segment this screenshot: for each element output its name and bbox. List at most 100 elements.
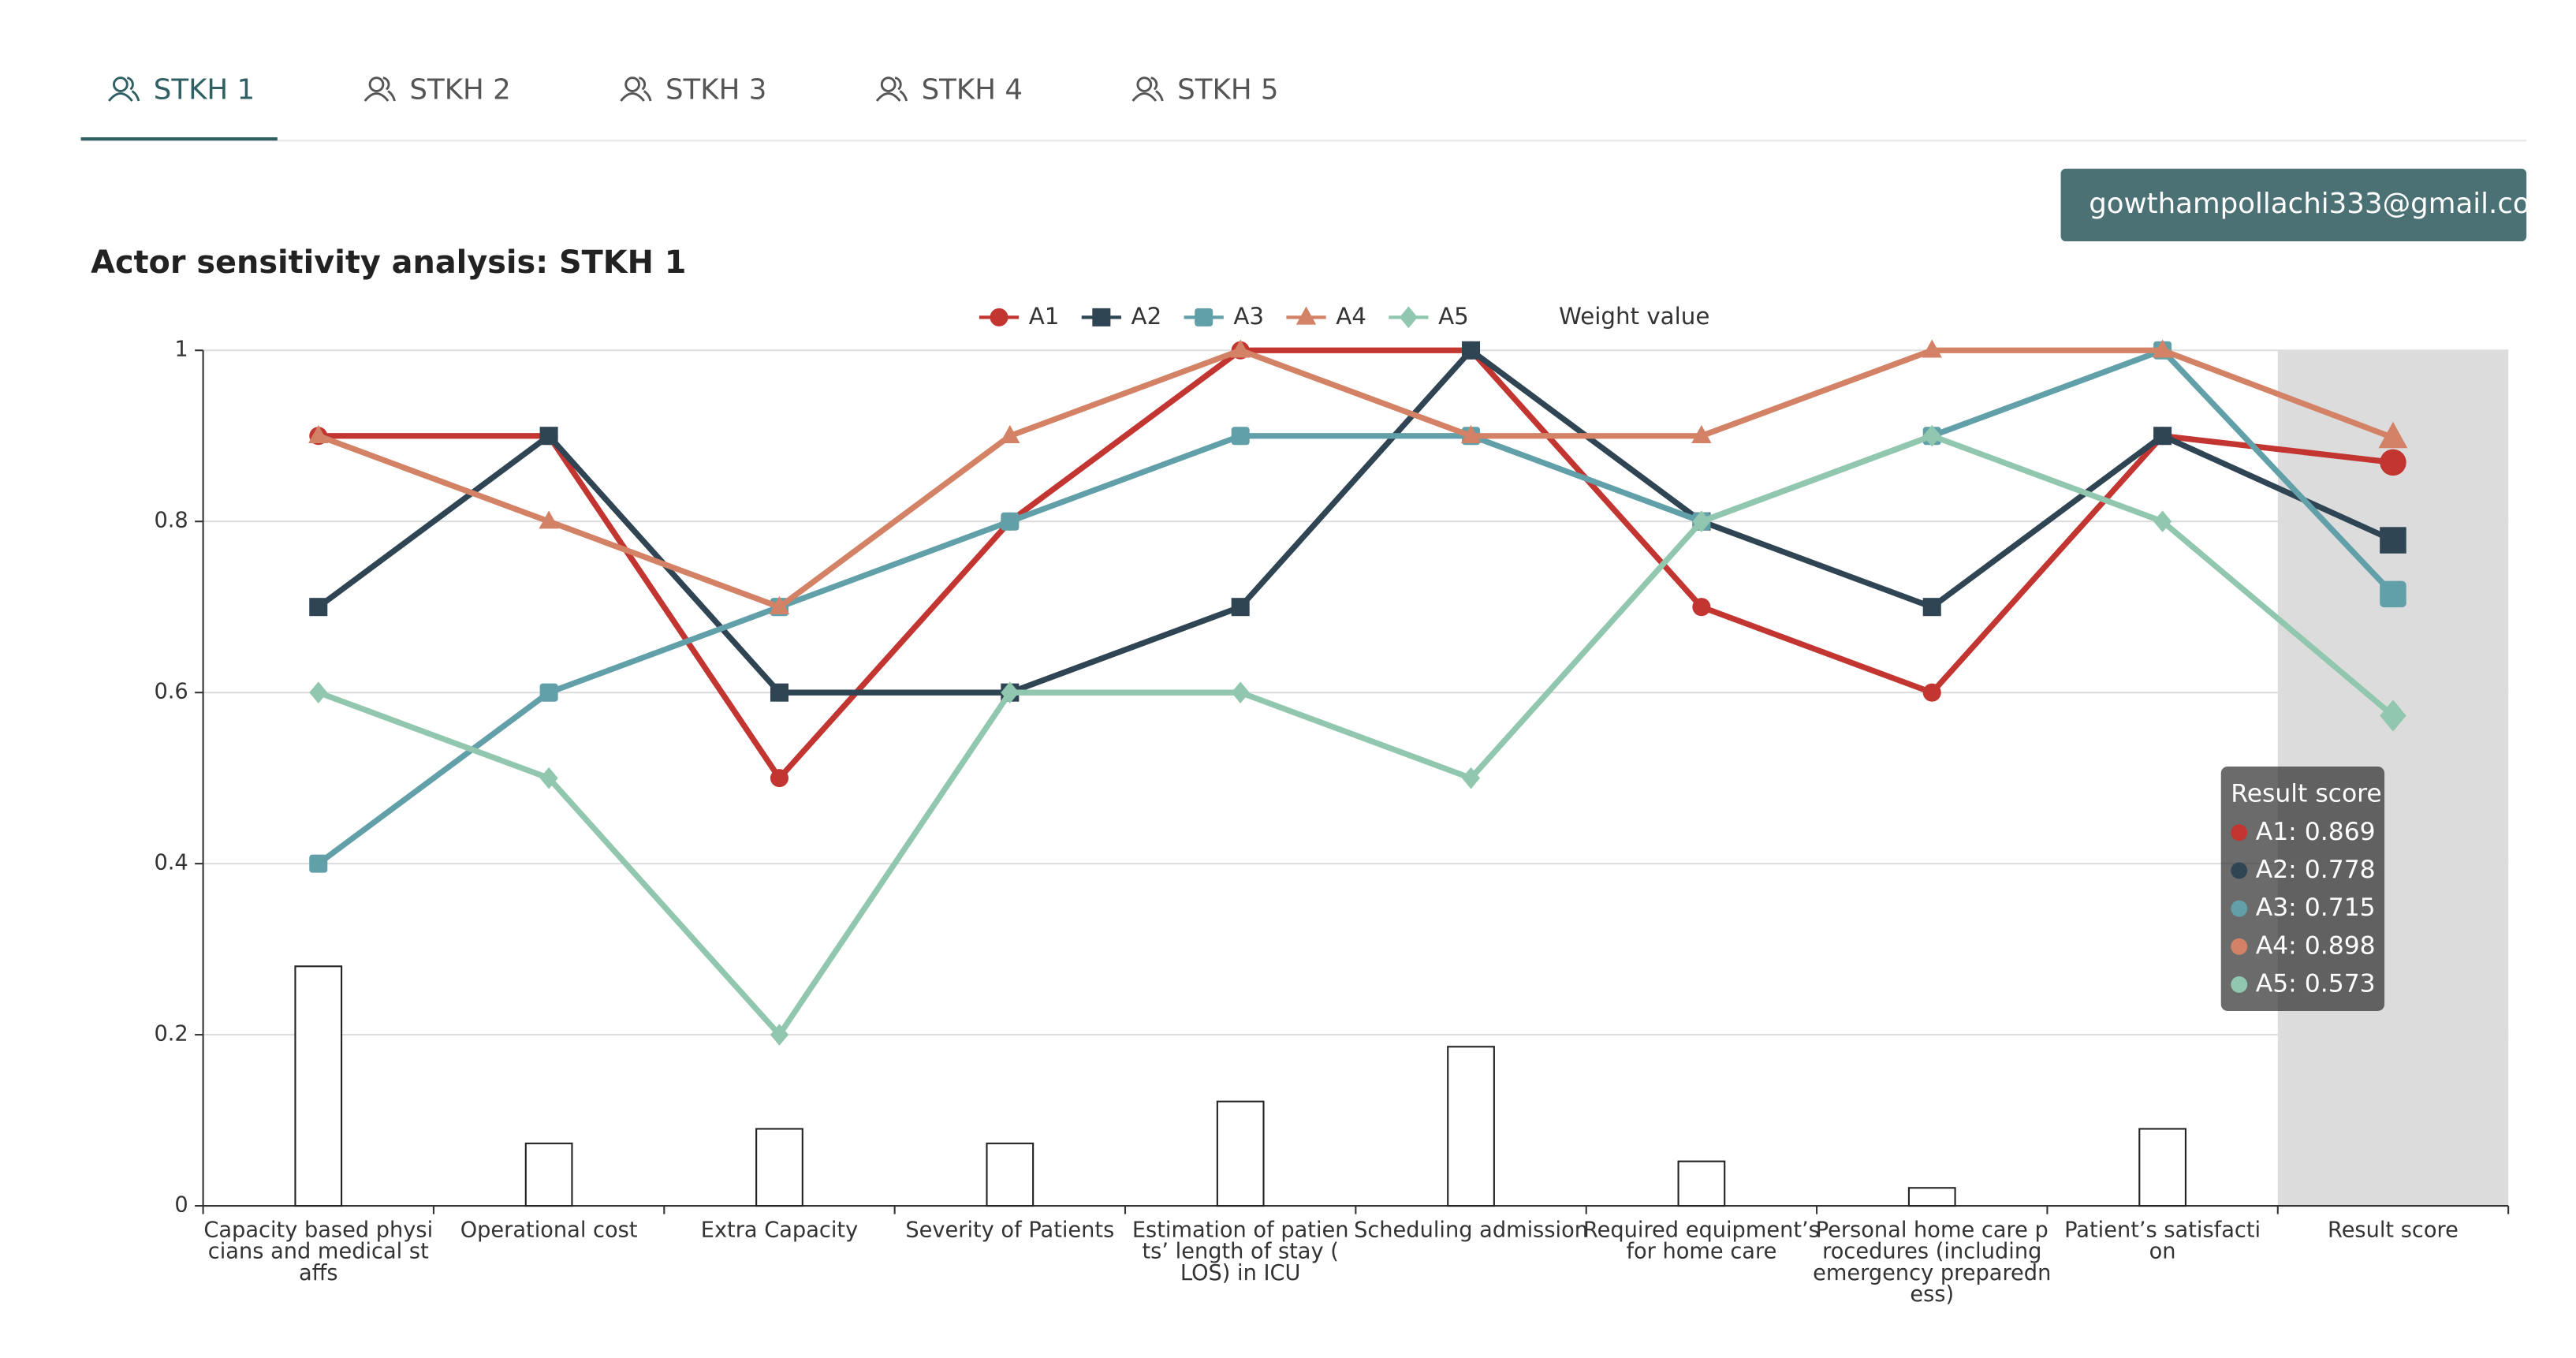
weight-bar — [1216, 1100, 1265, 1207]
weight-bar — [755, 1128, 803, 1207]
tab-icon — [624, 76, 640, 92]
point — [1231, 598, 1250, 617]
tab-icon — [108, 76, 140, 102]
tab-label[interactable]: STKH 5 — [1177, 73, 1278, 106]
legend-label: A3 — [1233, 303, 1264, 330]
point — [1462, 341, 1481, 360]
tooltip-item: A5: 0.573 — [2256, 969, 2376, 998]
legend-label: Weight value — [1559, 303, 1709, 330]
weight-bar — [294, 965, 343, 1207]
legend-label: A4 — [1336, 303, 1366, 330]
point — [1922, 598, 1941, 617]
legend-label: A1 — [1029, 303, 1060, 330]
legend-item[interactable]: Weight value — [1559, 303, 1709, 330]
weight-bar — [524, 1142, 573, 1207]
legend-item[interactable]: A1 — [979, 303, 1060, 330]
point — [2380, 700, 2406, 732]
user-button[interactable] — [2060, 168, 2527, 242]
point — [308, 424, 329, 443]
tab-icon — [1136, 76, 1153, 92]
x-tick-label: Required equipment’s for home care — [1583, 1218, 1820, 1263]
legend-item[interactable]: A2 — [1081, 303, 1162, 330]
weight-bar — [2138, 1128, 2186, 1207]
x-tick-label: Patient’s satisfacti on — [2064, 1218, 2261, 1263]
legend-label: A5 — [1438, 303, 1469, 330]
point — [539, 427, 558, 446]
tooltip-title: Result score — [2231, 780, 2381, 808]
tab-label[interactable]: STKH 2 — [409, 73, 510, 106]
tab[interactable]: STKH 2 — [363, 73, 511, 106]
point — [2152, 339, 2173, 358]
tab-icon — [1131, 76, 1164, 102]
point — [2380, 527, 2406, 554]
tab-icon — [113, 76, 129, 92]
point — [539, 683, 558, 702]
tab[interactable]: STKH 1 — [108, 73, 255, 106]
tab-icon — [875, 76, 908, 102]
tooltip-swatch — [2231, 900, 2248, 917]
point — [1231, 681, 1250, 703]
x-tick-label: Severity of Patients — [905, 1218, 1114, 1242]
legend-item[interactable]: A5 — [1389, 303, 1469, 330]
weight-bar — [986, 1142, 1035, 1207]
weight-bar — [1447, 1046, 1495, 1207]
tab[interactable]: STKH 4 — [875, 73, 1023, 106]
point — [2153, 427, 2172, 446]
y-tick-label: 0.4 — [154, 851, 188, 875]
tab[interactable]: STKH 5 — [1131, 73, 1279, 106]
tab-icon — [880, 76, 897, 92]
tab-icon — [368, 76, 385, 92]
point — [2380, 449, 2406, 476]
point — [309, 854, 328, 873]
point — [2378, 421, 2408, 449]
tooltip-item: A4: 0.898 — [2256, 931, 2376, 960]
series-line — [317, 347, 2395, 610]
point — [1922, 339, 1942, 358]
tab-icon — [620, 76, 652, 102]
point — [539, 510, 559, 529]
point — [1460, 424, 1482, 443]
x-tick-label: Scheduling admission — [1354, 1218, 1588, 1242]
y-tick-label: 0.2 — [154, 1022, 188, 1046]
legend-label: A2 — [1131, 303, 1162, 330]
series-line — [316, 346, 2395, 867]
tab-icon — [363, 76, 396, 102]
user-email[interactable]: gowthampollachi333@gmail.com — [2089, 188, 2557, 220]
x-tick-label: Estimation of patien ts’ length of stay (… — [1132, 1218, 1349, 1285]
y-tick-label: 0.8 — [154, 509, 188, 533]
tab-label[interactable]: STKH 4 — [922, 73, 1023, 106]
point — [1000, 424, 1020, 443]
tab-label[interactable]: STKH 3 — [665, 73, 766, 106]
point — [1922, 683, 1941, 702]
x-tick-label: Operational cost — [460, 1218, 638, 1242]
tooltip-swatch — [2231, 862, 2248, 879]
x-tick-label: Personal home care p rocedures (including… — [1813, 1218, 2051, 1307]
y-tick-label: 1 — [174, 338, 188, 362]
point — [1230, 339, 1251, 358]
y-tick-label: 0.6 — [154, 680, 188, 704]
tooltip-swatch — [2231, 976, 2248, 993]
point — [2380, 580, 2406, 608]
tab[interactable]: STKH 3 — [620, 73, 766, 106]
point — [1295, 306, 1317, 325]
point — [770, 683, 788, 702]
legend-item[interactable]: A4 — [1286, 303, 1366, 330]
tooltip-item: A2: 0.778 — [2256, 856, 2376, 884]
point — [1001, 512, 1020, 531]
weight-bar — [1907, 1187, 1956, 1207]
legend-item[interactable]: A3 — [1184, 303, 1265, 330]
series-line — [318, 347, 2394, 783]
point — [770, 769, 788, 788]
series-line — [317, 432, 2395, 1040]
y-tick-label: 0 — [174, 1193, 188, 1218]
tab-label[interactable]: STKH 1 — [154, 73, 255, 106]
tooltip-item: A3: 0.715 — [2256, 894, 2376, 922]
point — [1399, 306, 1418, 329]
tooltip-swatch — [2231, 938, 2248, 955]
point — [1692, 598, 1711, 617]
tooltip: Result score A1: 0.869 A2: 0.778 A3: 0.715 A… — [2220, 766, 2385, 1011]
weight-bar — [1677, 1160, 1726, 1207]
point — [1195, 308, 1213, 326]
